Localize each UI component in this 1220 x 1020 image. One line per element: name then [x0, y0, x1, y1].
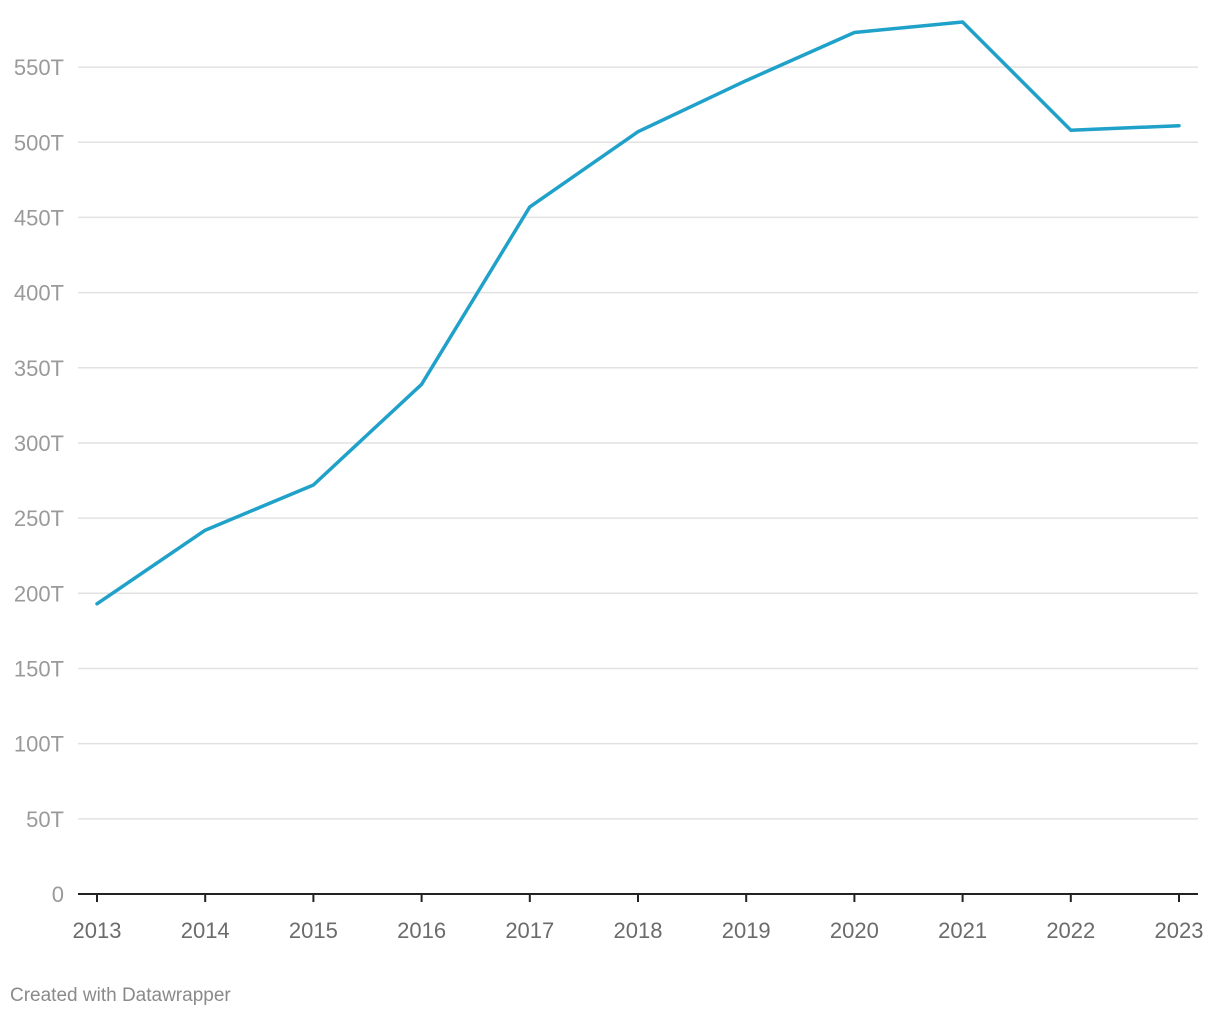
x-tick-label: 2017	[505, 918, 554, 943]
x-tick-label: 2014	[181, 918, 230, 943]
line-chart: 0 50T 100T 150T 200T 250T 300T 350T 400T 450T 500T…	[14, 20, 1204, 943]
y-tick-label: 300T	[14, 431, 64, 456]
series-line	[95, 20, 1181, 606]
x-tick-label: 2022	[1046, 918, 1095, 943]
x-tick-label: 2021	[938, 918, 987, 943]
y-tick-label: 100T	[14, 732, 64, 757]
x-tick-label: 2019	[722, 918, 771, 943]
y-axis-labels: 0 50T 100T 150T 200T 250T 300T 350T 400T 450T 500T…	[14, 55, 64, 907]
x-tick-label: 2018	[614, 918, 663, 943]
x-tick-label: 2016	[397, 918, 446, 943]
y-tick-label: 450T	[14, 205, 64, 230]
y-tick-label: 350T	[14, 356, 64, 381]
y-tick-label: 250T	[14, 506, 64, 531]
x-tick-label: 2020	[830, 918, 879, 943]
credit-text: Created with Datawrapper	[10, 985, 231, 1006]
y-tick-label: 550T	[14, 55, 64, 80]
series-lines	[95, 20, 1181, 606]
y-tick-label: 400T	[14, 281, 64, 306]
x-tick-label: 2015	[289, 918, 338, 943]
x-axis: 2013 2014 2015 2016 2017 2018 2019 2020 2021 2022…	[73, 893, 1204, 943]
y-tick-label: 50T	[26, 807, 64, 832]
grid-lines	[78, 66, 1198, 820]
y-tick-label: 0	[52, 882, 64, 907]
y-tick-label: 200T	[14, 581, 64, 606]
y-tick-label: 150T	[14, 656, 64, 681]
x-tick-label: 2023	[1155, 918, 1204, 943]
x-tick-label: 2013	[73, 918, 122, 943]
y-tick-label: 500T	[14, 130, 64, 155]
